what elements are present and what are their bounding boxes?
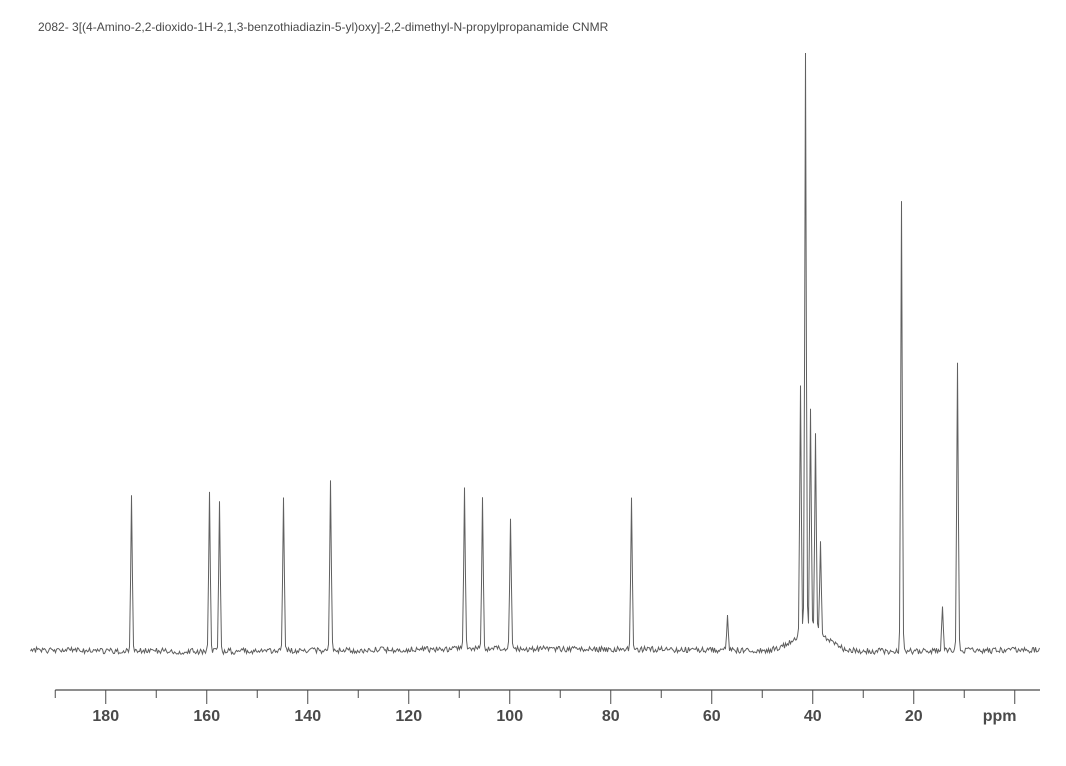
spectrum-trace (31, 53, 1040, 654)
x-tick-label: 20 (905, 708, 923, 726)
x-tick-label: 120 (395, 708, 422, 726)
x-tick-label: 180 (92, 708, 119, 726)
x-tick-label: 100 (496, 708, 523, 726)
x-tick-label: 60 (703, 708, 721, 726)
x-tick-label: 80 (602, 708, 620, 726)
x-axis-unit: ppm (983, 708, 1017, 726)
x-tick-label: 140 (294, 708, 321, 726)
nmr-spectrum-plot (30, 30, 1040, 730)
x-tick-label: 160 (193, 708, 220, 726)
spectrum-svg (30, 30, 1040, 730)
x-tick-label: 40 (804, 708, 822, 726)
